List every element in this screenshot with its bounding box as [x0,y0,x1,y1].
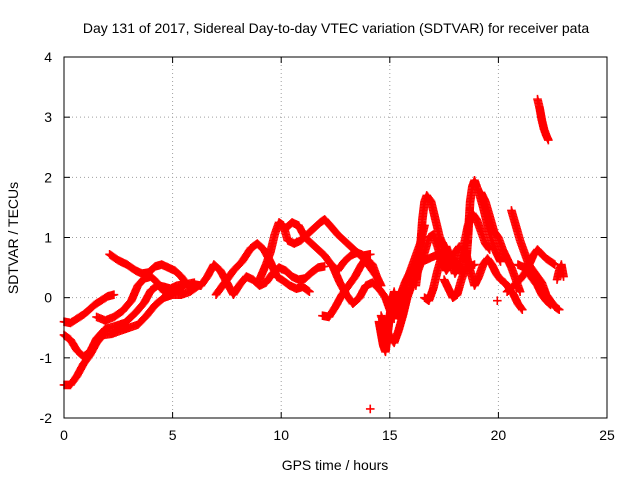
data-point [365,404,375,414]
data-point [493,296,502,305]
tick-labels: 0 5 10 15 20 25 -2 -1 0 1 2 3 4 [40,49,615,443]
data-marks [59,94,568,414]
series-sat-24 [533,94,553,145]
y-tick-label: 0 [44,290,52,306]
x-tick-label: 10 [273,427,289,443]
data-point [320,262,329,271]
plot-frame [63,56,608,419]
data-point [559,272,568,281]
y-axis-label: SDTVAR / TECUs [5,182,21,294]
series-sat-22 [513,260,555,310]
data-point [304,286,313,296]
y-tick-label: 2 [44,169,52,185]
data-point [305,287,314,296]
y-tick-label: 1 [44,230,52,246]
data-point [365,250,375,259]
x-tick-label: 20 [491,427,507,443]
x-tick-label: 0 [60,427,68,443]
series-sat-16 [420,209,495,305]
data-point [517,304,526,313]
y-tick-label: 3 [44,109,52,125]
data-point [372,272,382,281]
x-axis-label: GPS time / hours [282,457,389,473]
data-point [545,299,554,309]
series-sat-23 [552,260,568,284]
series-sat-10 [318,254,382,322]
y-tick-label: -1 [40,350,53,366]
series-sat-25 [365,296,502,414]
x-tick-label: 25 [599,427,615,443]
y-tick-label: -2 [40,410,53,426]
data-point [546,300,555,310]
x-tick-label: 15 [382,427,398,443]
chart-title: Day 131 of 2017, Sidereal Day-to-day VTE… [83,20,590,36]
y-tick-label: 4 [44,49,52,65]
data-point [496,257,505,266]
series-sat-21 [502,245,560,296]
data-point [544,135,553,145]
data-point [515,287,525,296]
series-sat-1 [59,290,119,328]
data-point [554,305,564,314]
data-point [109,290,119,299]
data-point [517,305,527,314]
x-tick-label: 5 [169,427,177,443]
